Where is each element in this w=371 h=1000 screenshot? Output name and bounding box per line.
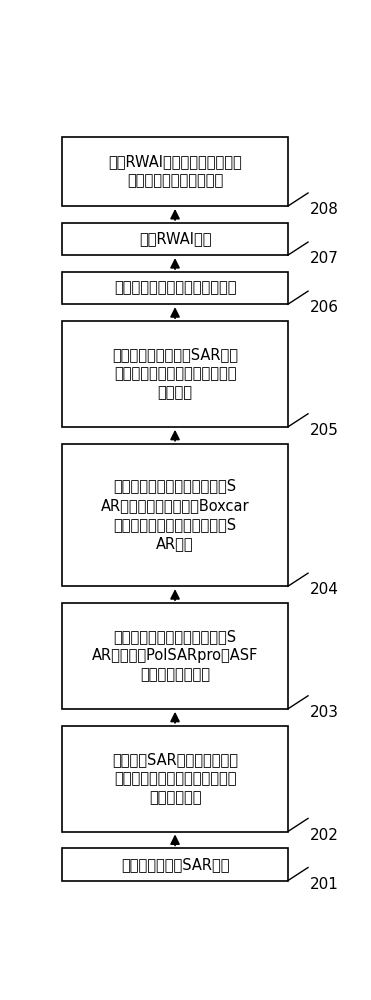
Text: 208: 208 (309, 202, 338, 217)
Bar (62, 321, 288, 427)
Text: 将预处理后的全极化SAR数据
进行后向散射特征提取得到后向
散射特征: 将预处理后的全极化SAR数据 进行后向散射特征提取得到后向 散射特征 (112, 347, 238, 401)
Text: 204: 204 (309, 582, 338, 597)
Bar (62, 444, 288, 586)
Bar (62, 223, 288, 255)
Bar (62, 848, 288, 881)
Text: 206: 206 (309, 300, 338, 315)
Text: 201: 201 (309, 877, 338, 892)
Bar (62, 726, 288, 832)
Text: 将后向散射特征进行归一化处理: 将后向散射特征进行归一化处理 (114, 281, 236, 296)
Bar (62, 272, 288, 304)
Text: 根据RWAI指数和相关的类别特
征描述条件提取蚝排区域: 根据RWAI指数和相关的类别特 征描述条件提取蚝排区域 (108, 154, 242, 189)
Text: 对全极化SAR数据进行极化定
标处理，将图像的灰度值转变为
后向散射系数: 对全极化SAR数据进行极化定 标处理，将图像的灰度值转变为 后向散射系数 (112, 752, 238, 805)
Bar (62, 137, 288, 206)
Text: 203: 203 (309, 705, 338, 720)
Text: 构建RWAI指数: 构建RWAI指数 (139, 231, 211, 246)
Text: 对经几何校正处理后的全极化S
AR数据进行多视处理和Boxcar
滤波，得到预处理后的全极化S
AR数据: 对经几何校正处理后的全极化S AR数据进行多视处理和Boxcar 滤波，得到预处… (101, 479, 249, 551)
Text: 对经极化定标处理后的全极化S
AR数据利用PolSARpro的ASF
模块进行几何校正: 对经极化定标处理后的全极化S AR数据利用PolSARpro的ASF 模块进行几… (92, 629, 258, 683)
Text: 获取原始全极化SAR数据: 获取原始全极化SAR数据 (121, 857, 229, 872)
Text: 205: 205 (309, 423, 338, 438)
Text: 202: 202 (309, 828, 338, 843)
Bar (62, 603, 288, 709)
Text: 207: 207 (309, 251, 338, 266)
